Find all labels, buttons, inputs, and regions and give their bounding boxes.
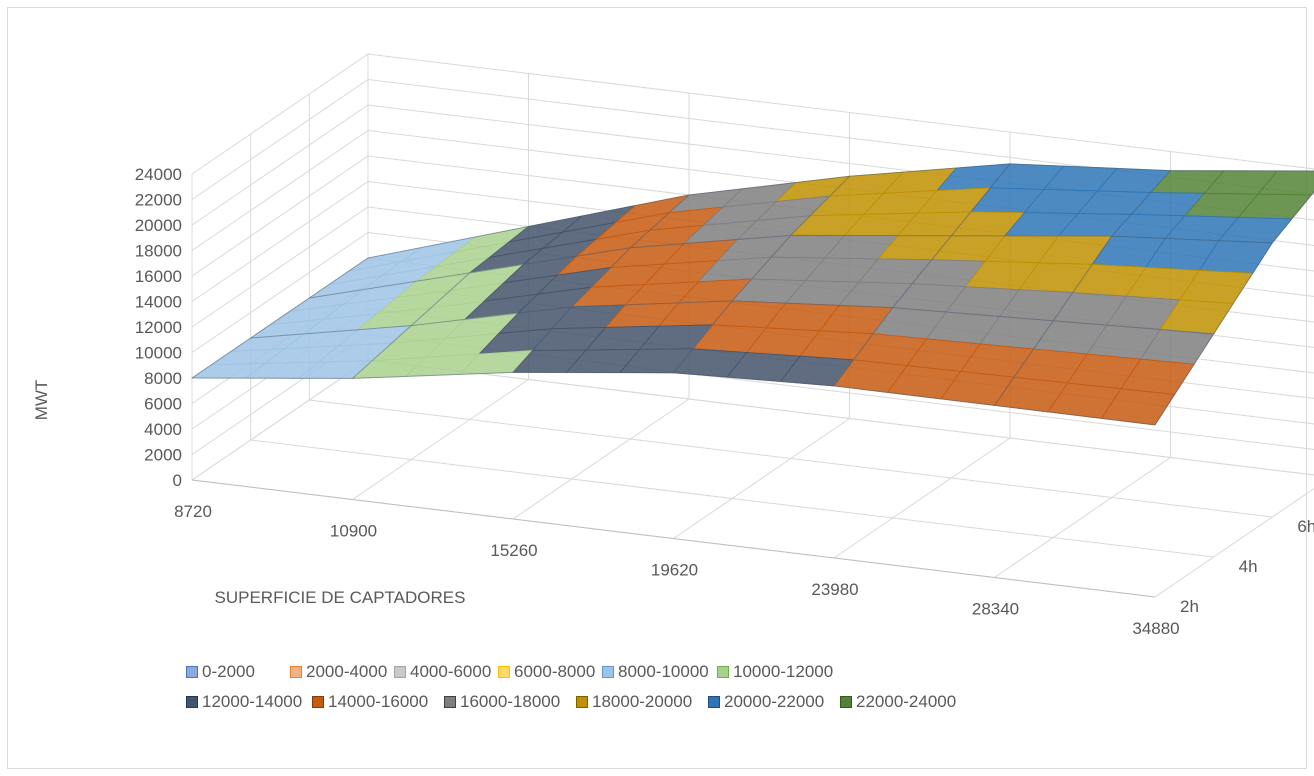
legend-swatch <box>602 666 614 678</box>
legend-label: 8000-10000 <box>618 662 709 681</box>
z-gridline <box>191 53 1314 175</box>
z-tick-label: 12000 <box>135 318 182 337</box>
surface-x-line <box>352 226 529 379</box>
legend-item[interactable]: 2000-4000 <box>290 660 387 684</box>
z-tick-label: 8000 <box>144 369 182 388</box>
legend-label: 12000-14000 <box>202 692 303 711</box>
legend-item[interactable]: 8000-10000 <box>602 660 709 684</box>
legend-swatch <box>717 666 729 678</box>
surface-x-line <box>673 175 850 374</box>
x-axis-title: SUPERFICIE DE CAPTADORES <box>215 588 466 607</box>
z-axis-tick-labels: 0 2000 4000 6000 8000 10000 12000 14000 16000 180… <box>135 165 182 490</box>
x-axis-tick-labels: 8720 10900 15260 19620 23980 28340 34880 <box>174 502 1180 638</box>
x-tick-label: 19620 <box>651 561 698 580</box>
z-tick-label: 20000 <box>135 216 182 235</box>
z-tick-label: 16000 <box>135 267 182 286</box>
legend-item[interactable]: 18000-20000 <box>576 690 692 714</box>
z-tick-label: 18000 <box>135 242 182 261</box>
legend-label: 4000-6000 <box>410 662 492 681</box>
x-axis-line <box>191 479 1156 598</box>
depth-tick-label: 6h <box>1297 517 1314 536</box>
legend-swatch <box>444 696 456 708</box>
z-tick-label: 10000 <box>135 344 182 363</box>
x-tick-label: 23980 <box>811 580 858 599</box>
legend-swatch <box>290 666 302 678</box>
surface-x-line <box>512 194 690 373</box>
z-tick-label: 22000 <box>135 191 182 210</box>
legend-item[interactable]: 14000-16000 <box>312 690 428 714</box>
legend-item[interactable]: 20000-22000 <box>708 690 824 714</box>
depth-tick-label: 4h <box>1239 557 1258 576</box>
z-tick-label: 4000 <box>144 420 182 439</box>
surface-x-line <box>994 170 1171 406</box>
legend-label: 6000-8000 <box>514 662 596 681</box>
z-tick-label: 2000 <box>144 446 182 465</box>
x-tick-label: 10900 <box>330 522 377 541</box>
z-tick-label: 24000 <box>135 165 182 184</box>
depth-axis-tick-labels: 2h4h6h8h <box>1180 517 1314 616</box>
legend-item[interactable]: 10000-12000 <box>717 660 833 684</box>
z-axis-title: MWT <box>32 380 51 421</box>
x-tick-label: 15260 <box>490 541 537 560</box>
z-tick-label: 0 <box>173 471 182 490</box>
legend-label: 10000-12000 <box>733 662 834 681</box>
legend-item[interactable]: 6000-8000 <box>498 660 595 684</box>
legend-item[interactable]: 16000-18000 <box>444 690 560 714</box>
legend-swatch <box>498 666 510 678</box>
legend-item[interactable]: 12000-14000 <box>186 690 302 714</box>
legend-item[interactable]: 22000-24000 <box>840 690 956 714</box>
surface-x-line <box>191 257 369 379</box>
legend-item[interactable]: 4000-6000 <box>394 660 491 684</box>
legend-item[interactable]: 0-2000 <box>186 660 255 684</box>
legend-label: 16000-18000 <box>460 692 561 711</box>
legend-swatch <box>312 696 324 708</box>
depth-gridline <box>308 94 1273 518</box>
x-tick-label: 34880 <box>1132 619 1179 638</box>
z-tick-label: 14000 <box>135 293 182 312</box>
x-tick-label: 8720 <box>174 502 212 521</box>
x-tick-label: 28340 <box>972 600 1019 619</box>
legend-swatch <box>394 666 406 678</box>
legend-label: 22000-24000 <box>856 692 957 711</box>
legend-swatch <box>186 666 198 678</box>
legend-label: 20000-22000 <box>724 692 825 711</box>
legend-label: 0-2000 <box>202 662 255 681</box>
legend-swatch <box>186 696 198 708</box>
depth-tick-label: 2h <box>1180 597 1199 616</box>
legend-swatch <box>576 696 588 708</box>
surface-x-line <box>833 163 1011 387</box>
surface-plot <box>190 163 1314 426</box>
surface-x-line <box>1154 191 1314 426</box>
legend-label: 14000-16000 <box>328 692 429 711</box>
legend-swatch <box>708 696 720 708</box>
legend-label: 2000-4000 <box>306 662 388 681</box>
depth-gridline <box>250 134 1214 558</box>
z-tick-label: 6000 <box>144 395 182 414</box>
legend-swatch <box>840 696 852 708</box>
legend-label: 18000-20000 <box>592 692 693 711</box>
